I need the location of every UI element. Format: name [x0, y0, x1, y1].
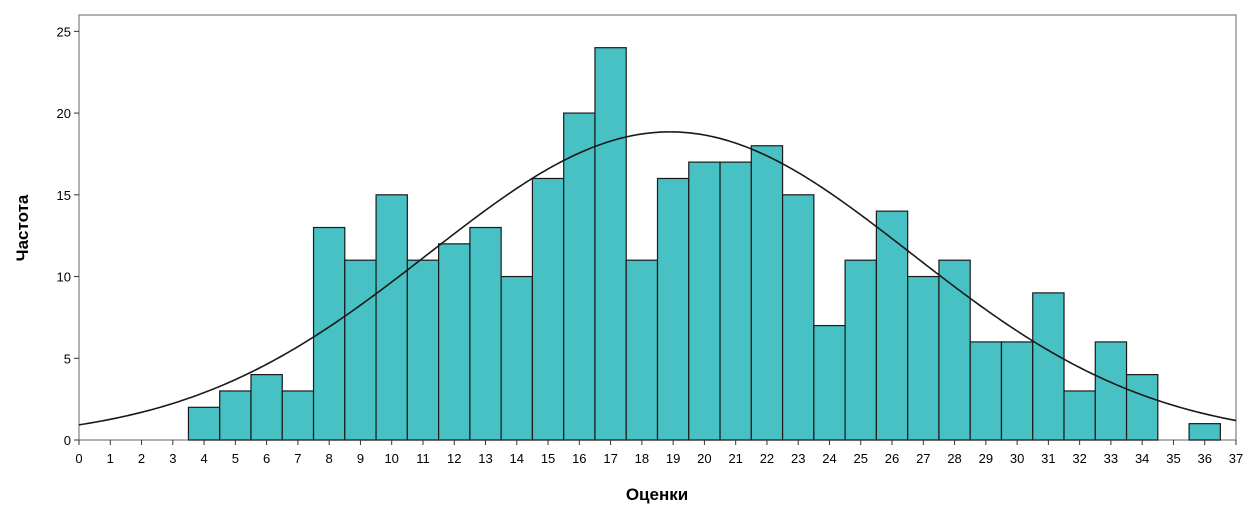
x-tick-label: 36: [1197, 451, 1211, 466]
x-tick-label: 26: [885, 451, 899, 466]
x-tick-label: 37: [1229, 451, 1243, 466]
x-tick-label: 11: [416, 451, 430, 466]
histogram-bar: [844, 259, 877, 441]
curve-layer: [78, 131, 1237, 426]
x-axis: 0 1 2 3 4 5 6 7 8 9 10 11 12 13 14 15 16 17 18 19 20 21 22 23 24…: [75, 440, 1243, 466]
y-axis-title: Частота: [13, 194, 32, 261]
histogram-bar: [312, 226, 346, 441]
histogram-bar: [1000, 341, 1034, 441]
x-tick-label: 15: [541, 451, 555, 466]
x-tick-label: 19: [666, 451, 680, 466]
x-tick-label: 32: [1072, 451, 1086, 466]
x-tick-label: 25: [854, 451, 868, 466]
histogram-bar: [250, 374, 283, 441]
normal-curve: [78, 131, 1237, 426]
x-tick-label: 21: [728, 451, 742, 466]
histogram-bar: [344, 259, 377, 441]
x-tick-label: 18: [635, 451, 649, 466]
histogram-bar: [875, 210, 909, 441]
histogram-bar: [406, 259, 440, 441]
x-tick-label: 34: [1135, 451, 1149, 466]
x-tick-label: 0: [75, 451, 82, 466]
x-tick-label: 29: [979, 451, 993, 466]
histogram-bar: [594, 47, 627, 441]
y-axis: 0 5 10 15 20 25: [57, 24, 79, 448]
histogram-bar: [1125, 374, 1159, 441]
y-tick-label: 5: [64, 351, 71, 366]
x-tick-label: 5: [232, 451, 239, 466]
histogram-bar: [625, 259, 659, 441]
histogram-bar: [719, 161, 752, 441]
x-tick-label: 20: [697, 451, 711, 466]
x-tick-label: 16: [572, 451, 586, 466]
x-tick-label: 31: [1041, 451, 1055, 466]
histogram-bar: [219, 390, 252, 441]
x-tick-label: 33: [1104, 451, 1118, 466]
x-tick-label: 8: [326, 451, 333, 466]
x-tick-label: 24: [822, 451, 836, 466]
y-tick-label: 10: [57, 270, 71, 285]
x-tick-label: 2: [138, 451, 145, 466]
histogram-bar: [563, 112, 596, 441]
histogram-bar: [1188, 423, 1221, 441]
x-axis-title: Оценки: [626, 485, 688, 504]
x-tick-label: 35: [1166, 451, 1180, 466]
x-tick-label: 12: [447, 451, 461, 466]
x-tick-label: 3: [169, 451, 176, 466]
histogram-bar: [656, 177, 690, 441]
histogram-bar: [750, 145, 784, 441]
histogram-bar: [500, 275, 534, 441]
x-tick-label: 10: [384, 451, 398, 466]
bars-layer: [187, 47, 1221, 441]
x-tick-label: 23: [791, 451, 805, 466]
x-tick-label: 17: [603, 451, 617, 466]
y-tick-label: 15: [57, 188, 71, 203]
histogram-bar: [688, 161, 721, 441]
x-tick-label: 27: [916, 451, 930, 466]
histogram-bar: [1094, 341, 1128, 441]
histogram-bar: [907, 275, 940, 441]
y-tick-label: 0: [64, 433, 71, 448]
histogram-bar: [438, 243, 471, 441]
x-tick-label: 13: [478, 451, 492, 466]
histogram-bar: [281, 390, 315, 441]
x-tick-label: 30: [1010, 451, 1024, 466]
x-tick-label: 28: [947, 451, 961, 466]
x-tick-label: 22: [760, 451, 774, 466]
x-tick-label: 9: [357, 451, 364, 466]
histogram-bar: [813, 324, 846, 441]
y-tick-label: 20: [57, 106, 71, 121]
histogram-bar: [969, 341, 1003, 441]
histogram-bar: [781, 194, 815, 441]
x-tick-label: 7: [294, 451, 301, 466]
x-tick-label: 14: [510, 451, 524, 466]
histogram-bar: [531, 177, 565, 441]
x-tick-label: 6: [263, 451, 270, 466]
histogram-bar: [1063, 390, 1096, 441]
x-tick-label: 4: [200, 451, 207, 466]
x-tick-label: 1: [107, 451, 114, 466]
histogram-bar: [469, 226, 502, 441]
y-tick-label: 25: [57, 24, 71, 39]
histogram-bar: [187, 406, 221, 441]
histogram-bar: [375, 194, 408, 441]
histogram-bar: [1032, 292, 1065, 441]
